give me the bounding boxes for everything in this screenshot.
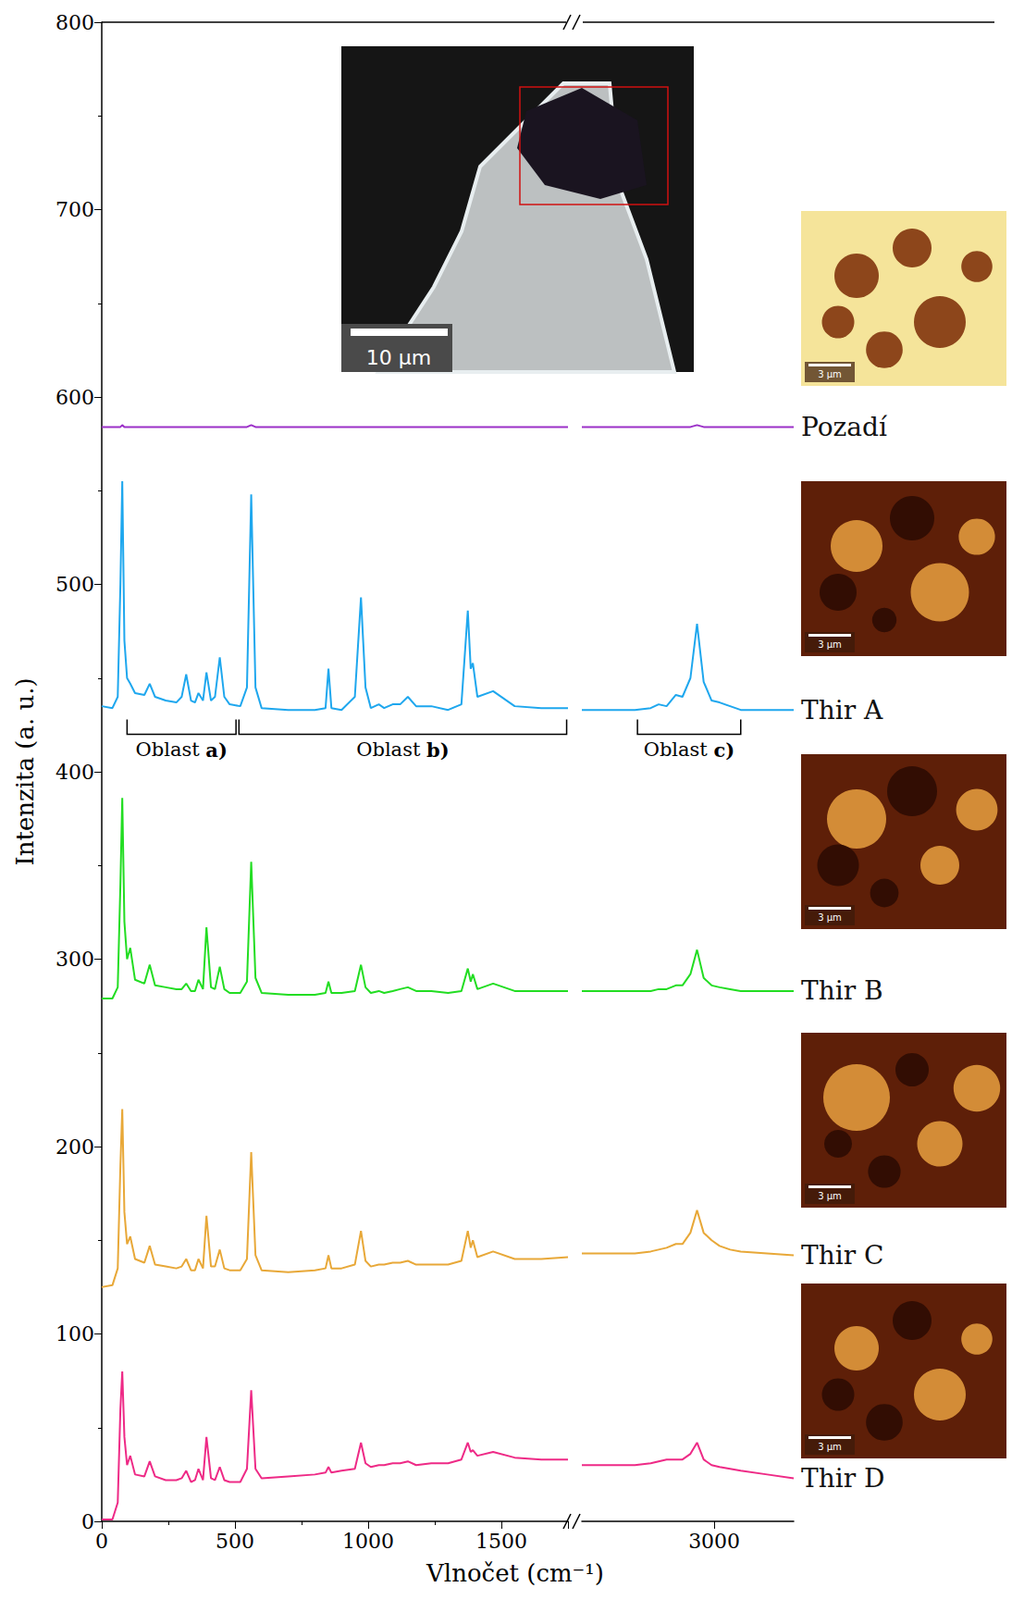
svg-text:3 µm: 3 µm [817,1441,842,1452]
svg-text:10 µm: 10 µm [366,345,432,370]
svg-text:800: 800 [55,11,95,35]
svg-text:600: 600 [55,385,95,409]
svg-text:500: 500 [55,572,95,596]
svg-text:0: 0 [81,1509,95,1533]
svg-text:300: 300 [55,947,95,971]
svg-text:Thir C: Thir C [801,1239,884,1271]
svg-text:Thir B: Thir B [801,974,884,1006]
svg-text:3 µm: 3 µm [817,1190,842,1201]
svg-text:Intenzita (a. u.): Intenzita (a. u.) [11,677,39,865]
svg-text:b): b) [426,738,450,762]
svg-text:Oblast: Oblast [643,738,715,761]
svg-text:200: 200 [55,1135,95,1159]
svg-text:3 µm: 3 µm [817,912,842,923]
svg-text:c): c) [713,738,735,762]
svg-text:1000: 1000 [342,1529,395,1553]
svg-text:3 µm: 3 µm [817,639,842,650]
svg-text:Vlnočet (cm⁻¹): Vlnočet (cm⁻¹) [425,1558,605,1587]
svg-text:Oblast: Oblast [356,738,427,761]
svg-text:Thir A: Thir A [801,694,884,726]
svg-text:0: 0 [95,1529,109,1553]
svg-text:1500: 1500 [475,1529,528,1553]
svg-text:3 µm: 3 µm [817,369,842,380]
svg-text:700: 700 [55,197,95,222]
svg-text:100: 100 [55,1321,95,1346]
svg-text:500: 500 [215,1529,255,1553]
svg-text:Pozadí: Pozadí [801,411,889,443]
svg-text:400: 400 [55,760,95,784]
svg-text:a): a) [205,738,228,762]
svg-text:3000: 3000 [688,1529,741,1553]
svg-text:Thir D: Thir D [801,1462,885,1494]
svg-text:Oblast: Oblast [135,738,207,761]
